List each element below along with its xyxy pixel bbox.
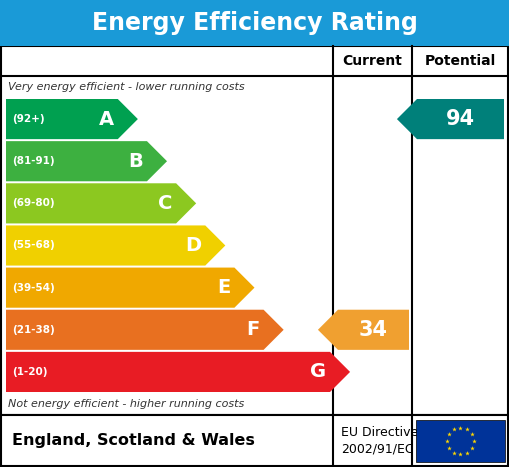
Text: Current: Current bbox=[343, 54, 403, 68]
Text: (55-68): (55-68) bbox=[12, 241, 55, 250]
Text: 94: 94 bbox=[446, 109, 475, 129]
Text: 34: 34 bbox=[359, 320, 388, 340]
Polygon shape bbox=[6, 226, 225, 266]
Text: E: E bbox=[217, 278, 231, 297]
Text: Energy Efficiency Rating: Energy Efficiency Rating bbox=[92, 11, 417, 35]
Text: F: F bbox=[246, 320, 260, 340]
Polygon shape bbox=[318, 310, 409, 350]
Text: (69-80): (69-80) bbox=[12, 198, 54, 208]
Text: Potential: Potential bbox=[425, 54, 496, 68]
Text: (21-38): (21-38) bbox=[12, 325, 55, 335]
Text: (1-20): (1-20) bbox=[12, 367, 47, 377]
Bar bbox=[0, 415, 509, 467]
Text: (39-54): (39-54) bbox=[12, 283, 55, 293]
Text: D: D bbox=[185, 236, 201, 255]
Polygon shape bbox=[6, 352, 350, 392]
Text: Not energy efficient - higher running costs: Not energy efficient - higher running co… bbox=[8, 399, 244, 409]
Polygon shape bbox=[6, 183, 196, 223]
Text: C: C bbox=[158, 194, 172, 213]
Polygon shape bbox=[6, 99, 138, 139]
Text: (92+): (92+) bbox=[12, 114, 45, 124]
Text: (81-91): (81-91) bbox=[12, 156, 54, 166]
Text: England, Scotland & Wales: England, Scotland & Wales bbox=[12, 433, 255, 448]
Polygon shape bbox=[6, 268, 254, 308]
Polygon shape bbox=[6, 310, 284, 350]
Text: EU Directive
2002/91/EC: EU Directive 2002/91/EC bbox=[341, 426, 418, 456]
Text: B: B bbox=[128, 152, 143, 171]
Bar bbox=[1, 415, 508, 466]
Bar bbox=[416, 420, 505, 462]
Text: G: G bbox=[310, 362, 326, 382]
Bar bbox=[0, 0, 509, 46]
Text: A: A bbox=[99, 110, 114, 128]
Bar bbox=[1, 46, 508, 415]
Text: Very energy efficient - lower running costs: Very energy efficient - lower running co… bbox=[8, 82, 245, 92]
Polygon shape bbox=[397, 99, 504, 139]
Polygon shape bbox=[6, 141, 167, 181]
